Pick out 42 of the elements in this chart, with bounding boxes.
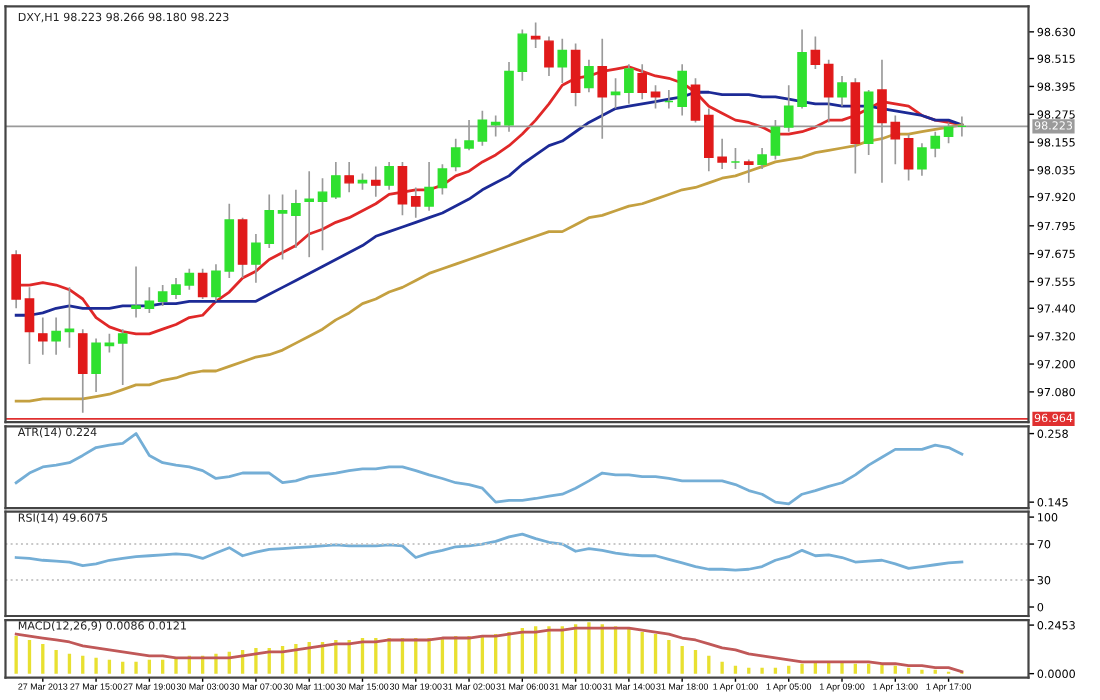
candlestick xyxy=(117,328,128,386)
candlestick xyxy=(304,170,315,259)
candlestick xyxy=(370,165,381,198)
candlestick xyxy=(11,249,21,310)
candlestick xyxy=(51,316,61,356)
candlestick xyxy=(91,337,101,393)
candlestick xyxy=(437,163,448,196)
candlestick xyxy=(131,265,141,319)
candlestick xyxy=(570,42,581,108)
candlestick xyxy=(344,161,354,193)
candlestick xyxy=(557,37,568,84)
candlestick xyxy=(424,161,434,212)
candlestick xyxy=(64,286,75,349)
candlestick xyxy=(544,35,554,77)
candlestick xyxy=(677,63,687,117)
candlestick xyxy=(24,286,35,365)
candlestick xyxy=(104,332,115,354)
line-series xyxy=(14,123,964,403)
line-series xyxy=(14,532,964,572)
candlestick xyxy=(384,161,394,191)
candlestick xyxy=(903,133,914,182)
candlestick xyxy=(584,58,594,94)
candlestick xyxy=(530,21,541,49)
candlestick xyxy=(277,193,288,261)
candlestick xyxy=(237,216,248,279)
candlestick xyxy=(517,28,528,82)
candlestick xyxy=(650,84,661,110)
candlestick xyxy=(37,316,48,356)
candlestick xyxy=(397,161,408,217)
candlestick xyxy=(757,147,767,170)
candlestick xyxy=(837,75,847,108)
candlestick xyxy=(410,186,421,219)
candlestick xyxy=(144,286,155,314)
candlestick xyxy=(77,328,88,414)
candlestick xyxy=(197,267,208,300)
candlestick xyxy=(810,35,821,70)
candlestick xyxy=(637,63,648,101)
candlestick xyxy=(317,177,328,252)
candlestick xyxy=(291,188,301,249)
candlestick xyxy=(743,158,754,184)
candlestick xyxy=(331,161,341,200)
candlestick xyxy=(624,63,634,105)
